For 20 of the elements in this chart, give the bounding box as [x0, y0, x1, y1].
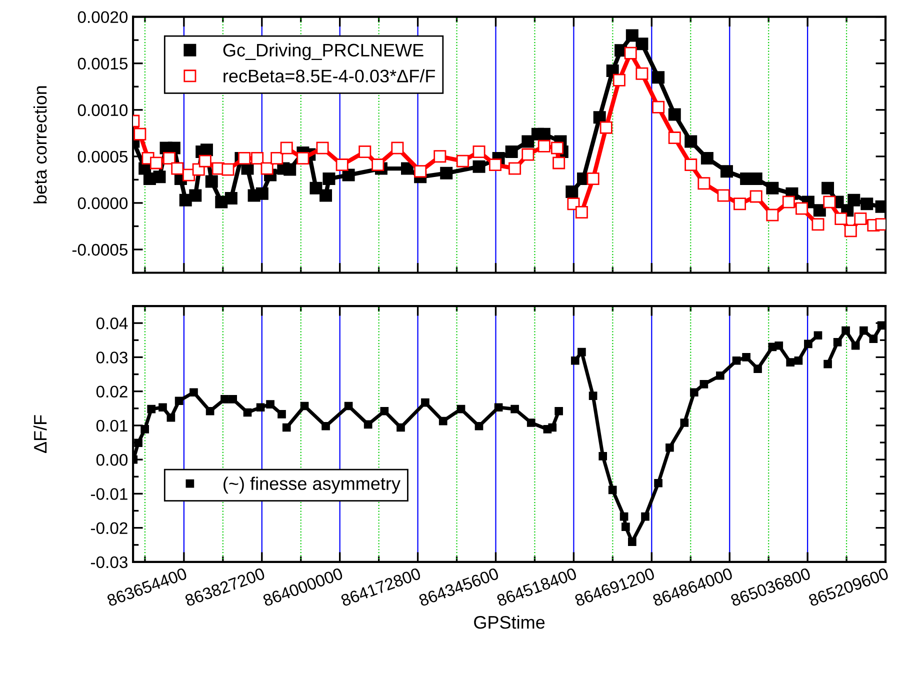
legend-label: recBeta=8.5E-4-0.03*ΔF/F [224, 69, 435, 82]
y-tick-label: 0.03 [96, 352, 128, 364]
y-tick-label: 0.0005 [78, 150, 128, 163]
y-tick-label: 0.02 [96, 386, 128, 398]
legend-label: (~) finesse asymmetry [224, 476, 400, 494]
y-tick-label: -0.03 [90, 556, 128, 568]
y-tick-label: 0.01 [96, 420, 128, 432]
y-tick-label: 0.0020 [78, 11, 128, 24]
y-tick-label: -0.01 [90, 488, 128, 500]
y-tick-label: 0.0015 [78, 58, 128, 70]
legend-label: Gc_Driving_PRCLNEWE [223, 43, 424, 60]
x-axis-title: GPStime [474, 616, 545, 629]
y-tick-label: 0.0000 [78, 197, 128, 210]
y-axis-title: ΔF/F [33, 415, 47, 454]
y-tick-label: 0.0010 [78, 104, 128, 116]
y-tick-label: -0.02 [90, 522, 128, 534]
y-axis-title: beta correction [33, 86, 47, 204]
y-tick-label: 0.04 [96, 317, 128, 330]
y-tick-label: 0.00 [96, 454, 128, 466]
y-tick-label: -0.0005 [72, 244, 128, 256]
